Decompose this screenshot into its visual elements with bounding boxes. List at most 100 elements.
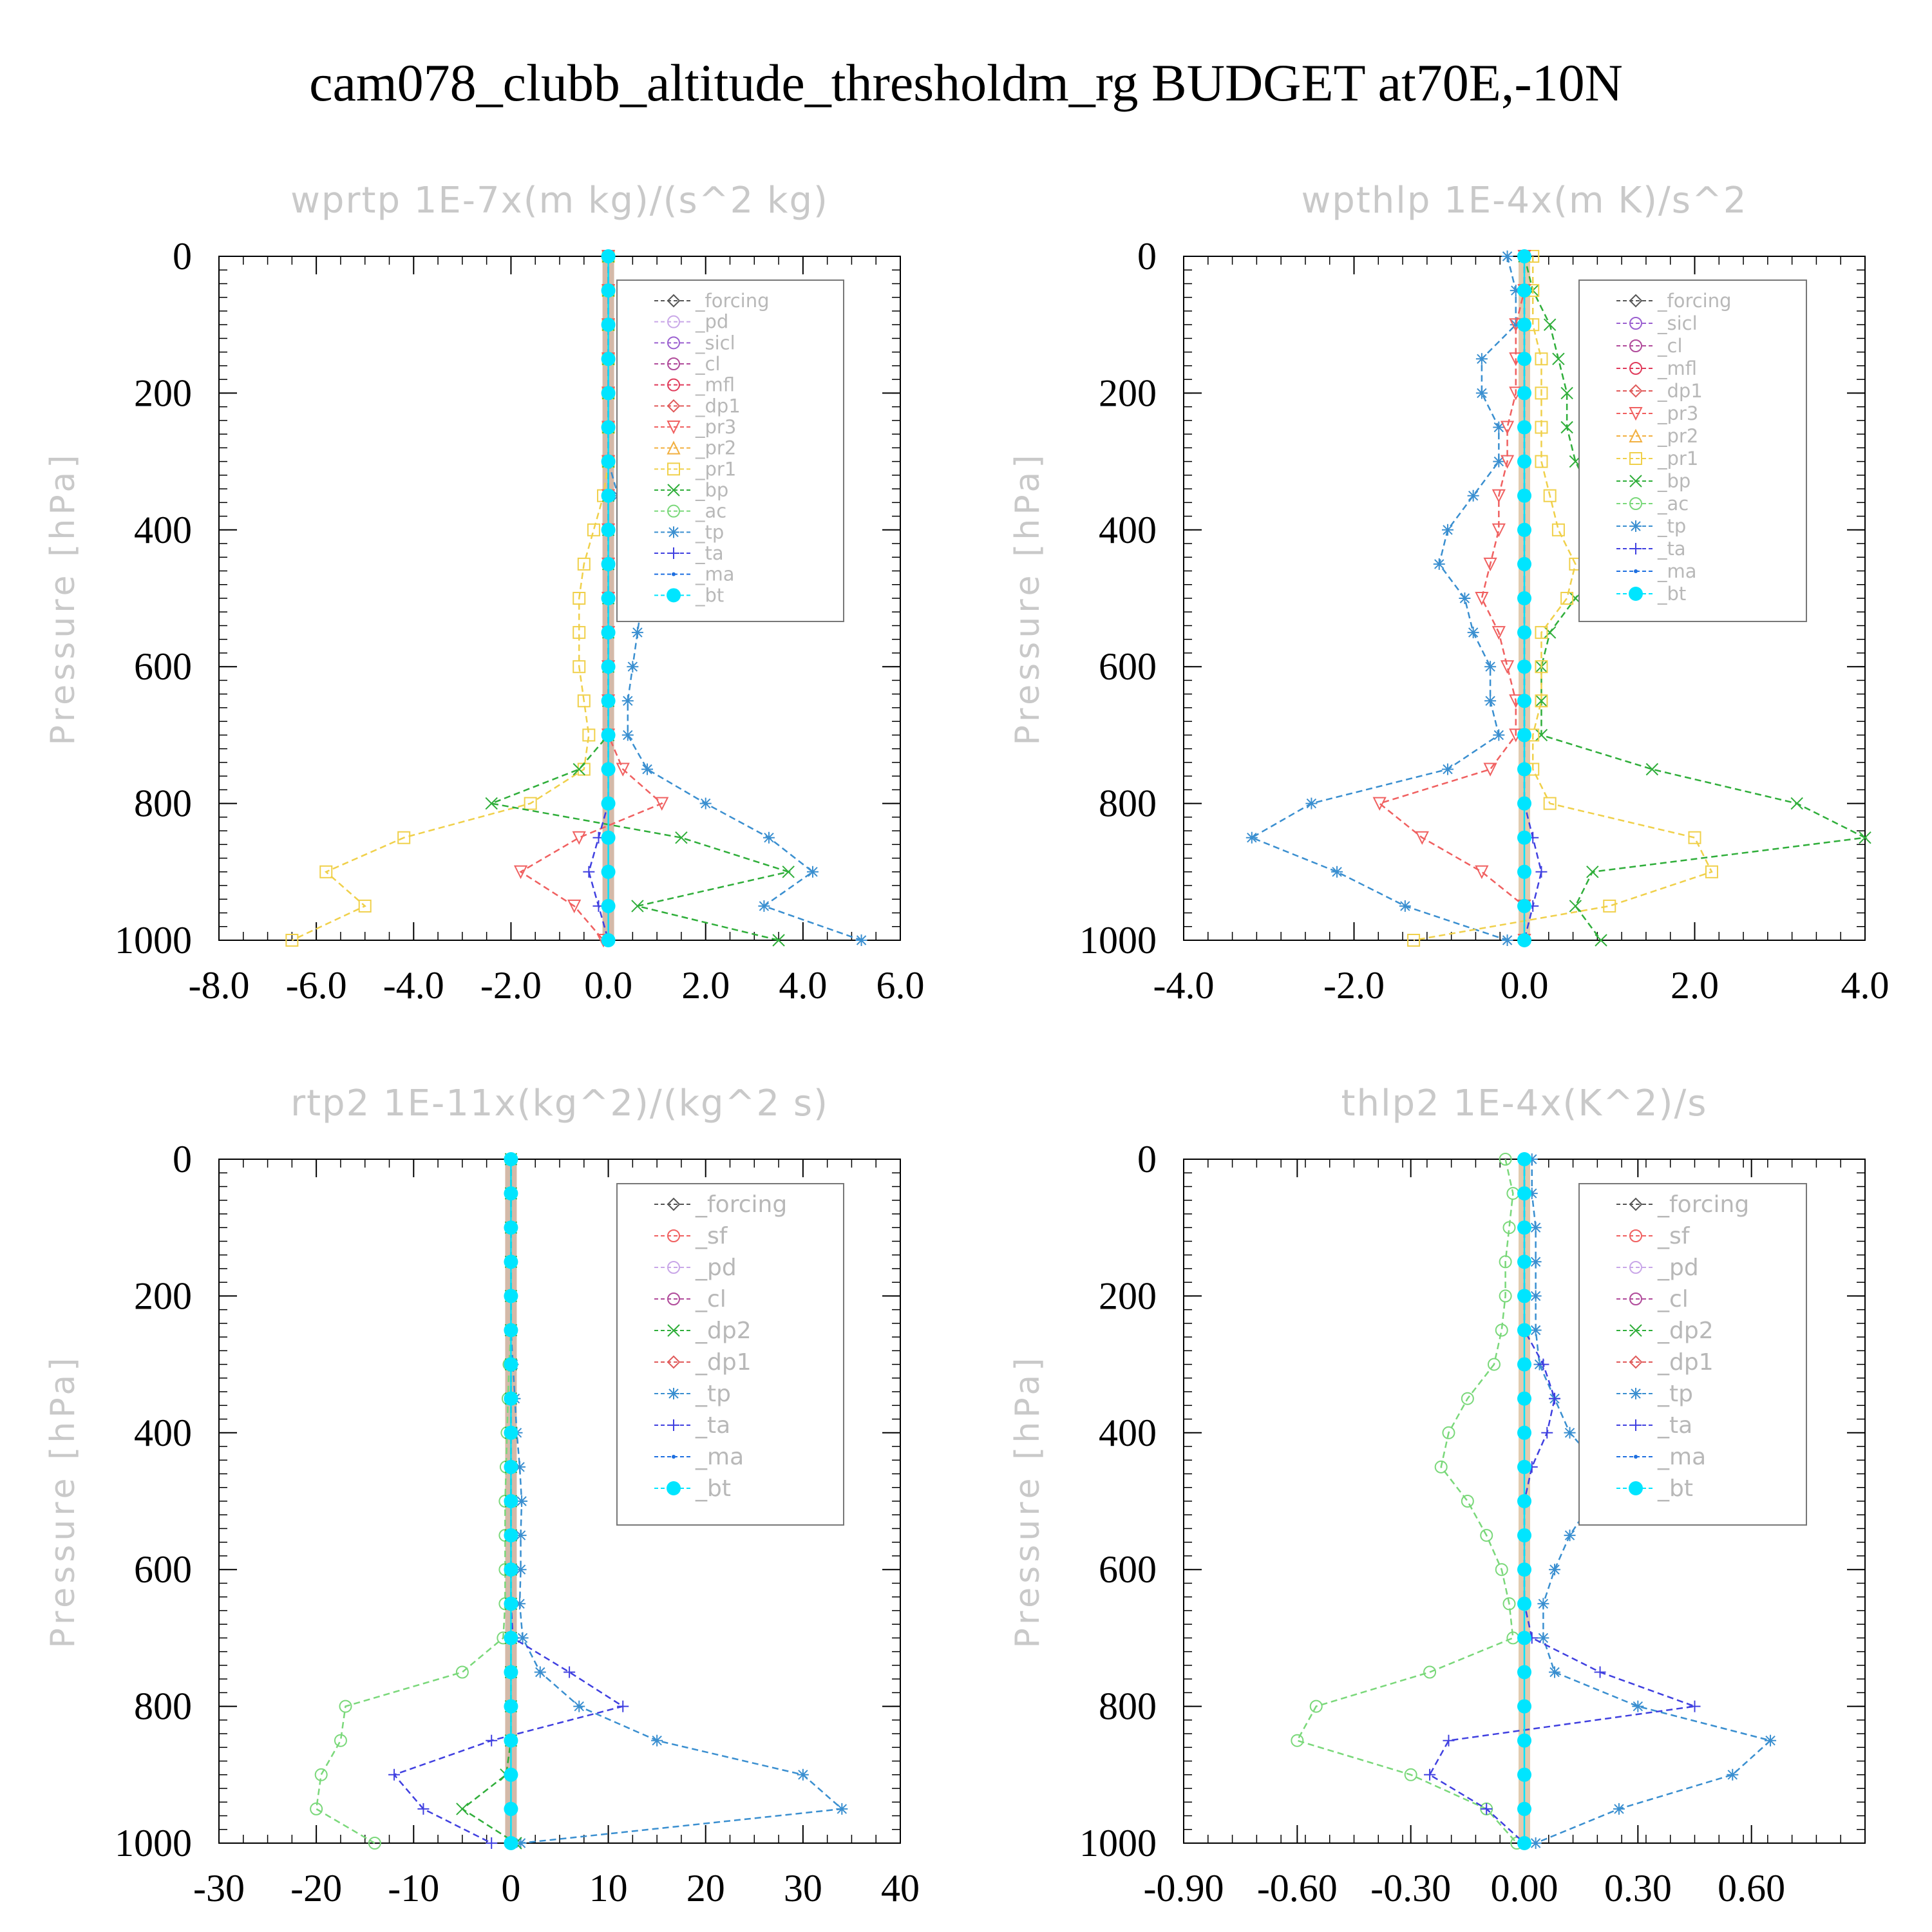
legend-entry: _ac — [1616, 493, 1689, 515]
point-marker — [486, 1837, 498, 1849]
point-marker — [1475, 387, 1488, 399]
y-tick-label: 800 — [1099, 1685, 1157, 1728]
point-marker — [1493, 455, 1505, 468]
point-marker — [1441, 763, 1454, 775]
legend-entry: _bp — [1616, 470, 1690, 492]
legend-label: _ta — [1657, 538, 1686, 560]
legend-label: _ma — [695, 564, 735, 585]
x-tick-label: 20 — [687, 1867, 725, 1909]
point-marker — [797, 1768, 809, 1781]
point-marker — [1630, 1388, 1642, 1399]
point-marker — [1629, 1481, 1643, 1495]
legend-label: _dp2 — [695, 1318, 752, 1344]
point-marker — [1859, 831, 1871, 844]
legend-label: _tp — [695, 1381, 731, 1407]
point-marker — [514, 1598, 526, 1610]
point-marker — [1535, 352, 1548, 366]
point-marker — [1517, 420, 1531, 435]
y-tick-label: 0 — [173, 1138, 192, 1180]
point-marker — [655, 797, 669, 811]
y-tick-label: 800 — [1099, 782, 1157, 825]
y-axis-label: Pressure [hPa] — [1009, 1354, 1047, 1649]
point-marker — [455, 1665, 469, 1679]
point-marker — [601, 454, 616, 469]
point-marker — [1629, 587, 1643, 601]
point-marker — [1549, 1564, 1561, 1576]
point-marker — [516, 1632, 529, 1644]
legend-entry: _dp2 — [654, 1318, 752, 1344]
point-marker — [504, 1767, 518, 1782]
point-marker — [1407, 934, 1421, 947]
legend-label: _pr1 — [1657, 448, 1698, 469]
legend-entry: _ma — [1616, 560, 1697, 582]
point-marker — [641, 763, 654, 775]
point-marker — [1549, 1392, 1561, 1405]
point-marker — [1481, 1803, 1493, 1815]
point-marker — [504, 1220, 518, 1235]
point-marker — [1517, 1665, 1531, 1680]
point-marker — [1467, 489, 1479, 502]
legend-entry: _tp — [654, 521, 724, 543]
legend-label: _pr3 — [695, 416, 736, 438]
point-marker — [1634, 1455, 1638, 1459]
series-ac — [1291, 1153, 1524, 1850]
point-marker — [1502, 1597, 1516, 1611]
legend-label: _mfl — [1657, 357, 1697, 379]
point-marker — [1517, 1631, 1531, 1645]
point-marker — [806, 866, 819, 878]
point-marker — [583, 866, 595, 878]
point-marker — [1517, 1801, 1531, 1816]
legend-label: _forcing — [695, 290, 770, 312]
point-marker — [1501, 934, 1513, 946]
point-marker — [417, 1803, 430, 1815]
point-marker — [1629, 1355, 1643, 1369]
legend-entry: _pr3 — [1616, 402, 1698, 424]
legend-entry: _cl — [1616, 335, 1683, 357]
point-marker — [601, 762, 616, 777]
point-marker — [1480, 1529, 1493, 1542]
point-marker — [601, 625, 616, 640]
point-marker — [515, 1837, 527, 1849]
legend-entry: _ta — [654, 1412, 730, 1439]
point-marker — [1629, 362, 1642, 375]
point-marker — [567, 899, 582, 914]
point-marker — [667, 1355, 681, 1369]
point-marker — [1517, 1323, 1531, 1338]
y-tick-label: 1000 — [115, 1822, 192, 1864]
legend-entry: _bt — [1616, 583, 1686, 605]
point-marker — [1552, 352, 1565, 366]
x-tick-label: -0.90 — [1144, 1867, 1224, 1909]
legend-entry: _sf — [1616, 1223, 1690, 1249]
legend-label: _bt — [695, 584, 724, 606]
point-marker — [667, 588, 681, 603]
point-marker — [1629, 1324, 1642, 1337]
x-tick-label: -20 — [290, 1867, 342, 1909]
point-marker — [1372, 797, 1387, 811]
point-marker — [1613, 1803, 1625, 1815]
x-tick-label: 2.0 — [681, 964, 730, 1007]
point-marker — [1543, 797, 1557, 810]
point-marker — [1517, 1255, 1531, 1269]
y-tick-label: 200 — [1099, 372, 1157, 414]
legend-label: _cl — [695, 353, 721, 375]
point-marker — [601, 830, 616, 845]
point-marker — [1493, 421, 1505, 433]
point-marker — [601, 728, 616, 743]
point-marker — [504, 1836, 518, 1850]
point-marker — [513, 865, 528, 880]
point-marker — [1517, 454, 1531, 469]
point-marker — [504, 1152, 518, 1166]
x-tick-label: -0.30 — [1370, 1867, 1451, 1909]
point-marker — [1530, 1837, 1542, 1849]
point-marker — [515, 1530, 527, 1542]
point-marker — [667, 294, 681, 308]
legend-entry: _ma — [654, 564, 735, 585]
point-marker — [504, 1357, 518, 1372]
point-marker — [1629, 475, 1642, 488]
point-marker — [1569, 900, 1582, 913]
point-marker — [514, 1461, 526, 1473]
legend-label: _dp1 — [1657, 1349, 1714, 1376]
legend-entry: _tp — [1616, 515, 1686, 537]
point-marker — [1705, 865, 1718, 878]
